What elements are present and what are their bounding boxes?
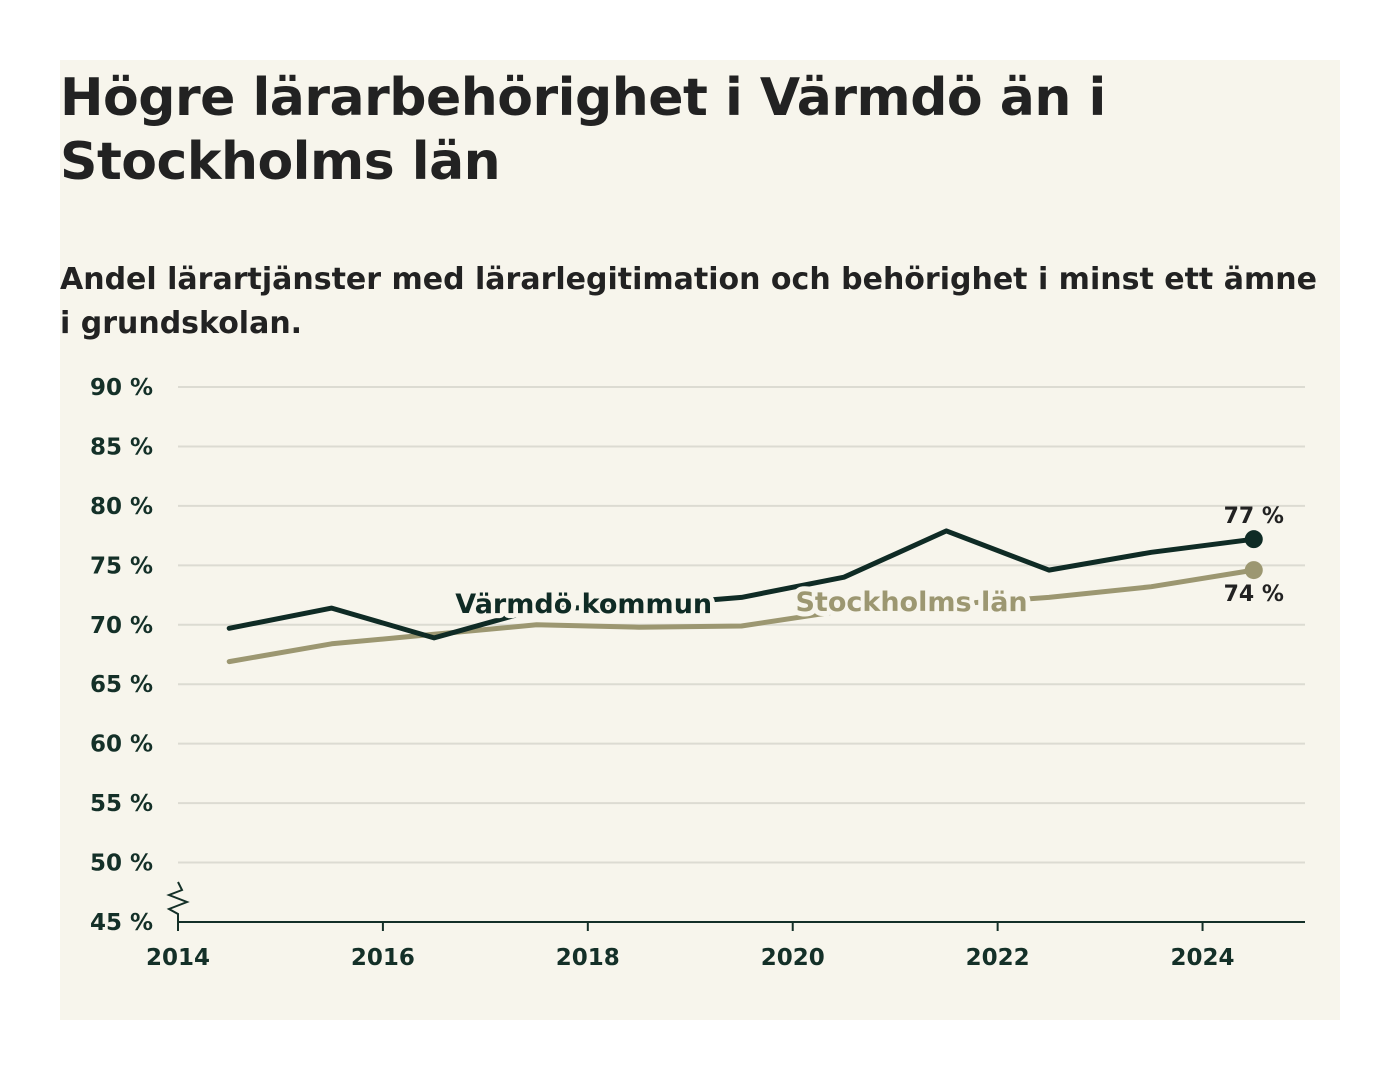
y-tick-label: 50 % [90,851,153,877]
stockholm-line [226,567,1257,665]
varmdo-series-label: Värmdö kommun [455,589,712,620]
y-tick-label: 85 % [90,434,153,460]
x-tick-label: 2016 [351,945,415,971]
x-tick-label: 2018 [556,945,620,971]
x-tick-label: 2020 [761,945,825,971]
x-tick-label: 2022 [966,945,1030,971]
y-tick-label: 70 % [90,613,153,639]
stockholm-end-label: 74 % [1224,582,1284,607]
chart-subtitle: Andel lärartjänster med lärarlegitimatio… [60,262,1317,341]
y-tick-label: 55 % [90,791,153,817]
varmdo-line [226,528,1257,641]
axis-break-icon [166,881,190,922]
y-tick-label: 90 % [90,375,153,401]
x-tick-label: 2014 [146,945,210,971]
y-tick-label: 75 % [90,553,153,579]
x-tick-label: 2024 [1171,945,1235,971]
axes: 45 % 50 % 55 % 60 % 65 % 70 % 75 % 80 % 85 % 90 %… [90,375,1305,971]
chart-card: Högre lärarbehörighet i Värmdö än i Stoc… [60,60,1340,1020]
varmdo-end-label: 77 % [1224,504,1284,529]
stockholm-end-point [1244,561,1263,580]
y-tick-label: 45 % [90,910,153,936]
y-tick-label: 80 % [90,494,153,520]
varmdo-end-point [1244,530,1263,549]
series-lines [226,528,1263,665]
y-tick-label: 60 % [90,732,153,758]
chart-title: Högre lärarbehörighet i Värmdö än i Stoc… [60,68,1106,192]
line-chart: 45 % 50 % 55 % 60 % 65 % 70 % 75 % 80 % 85 % 90 %… [90,375,1305,971]
y-tick-label: 65 % [90,672,153,698]
stockholm-series-label: Stockholms län [795,587,1027,618]
series-labels: Värmdö kommun Stockholms län 77 % 74 % [450,504,1284,625]
